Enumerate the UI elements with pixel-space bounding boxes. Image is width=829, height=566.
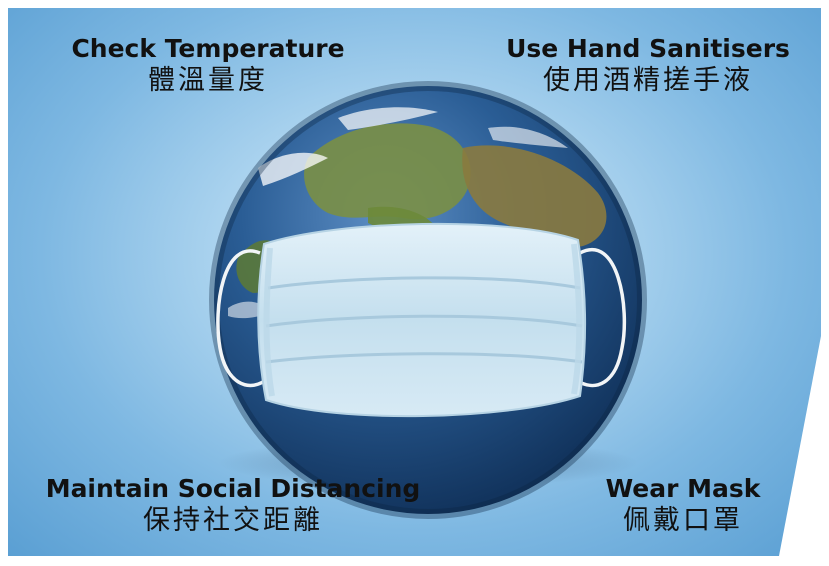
caption-hand-sanitisers: Use Hand Sanitisers 使用酒精搓手液 [478,34,818,98]
caption-wear-mask-zh: 佩戴口罩 [623,505,743,536]
caption-social-distancing-en: Maintain Social Distancing [45,474,421,503]
caption-social-distancing: Maintain Social Distancing 保持社交距離 [18,474,448,538]
caption-wear-mask: Wear Mask 佩戴口罩 [578,474,788,538]
caption-check-temperature-zh: 體溫量度 [148,65,268,96]
caption-hand-sanitisers-zh: 使用酒精搓手液 [543,65,753,96]
caption-hand-sanitisers-en: Use Hand Sanitisers [506,34,790,63]
mask-right-ear-loop [575,248,627,388]
caption-wear-mask-en: Wear Mask [605,474,761,503]
caption-social-distancing-zh: 保持社交距離 [143,505,323,536]
surgical-mask [257,222,587,418]
mask-left-ear-loop [216,249,268,388]
poster: Check Temperature 體溫量度 Use Hand Sanitise… [8,8,821,556]
caption-check-temperature-en: Check Temperature [71,34,345,63]
caption-check-temperature: Check Temperature 體溫量度 [48,34,368,98]
globe-with-mask-illustration [209,81,647,519]
